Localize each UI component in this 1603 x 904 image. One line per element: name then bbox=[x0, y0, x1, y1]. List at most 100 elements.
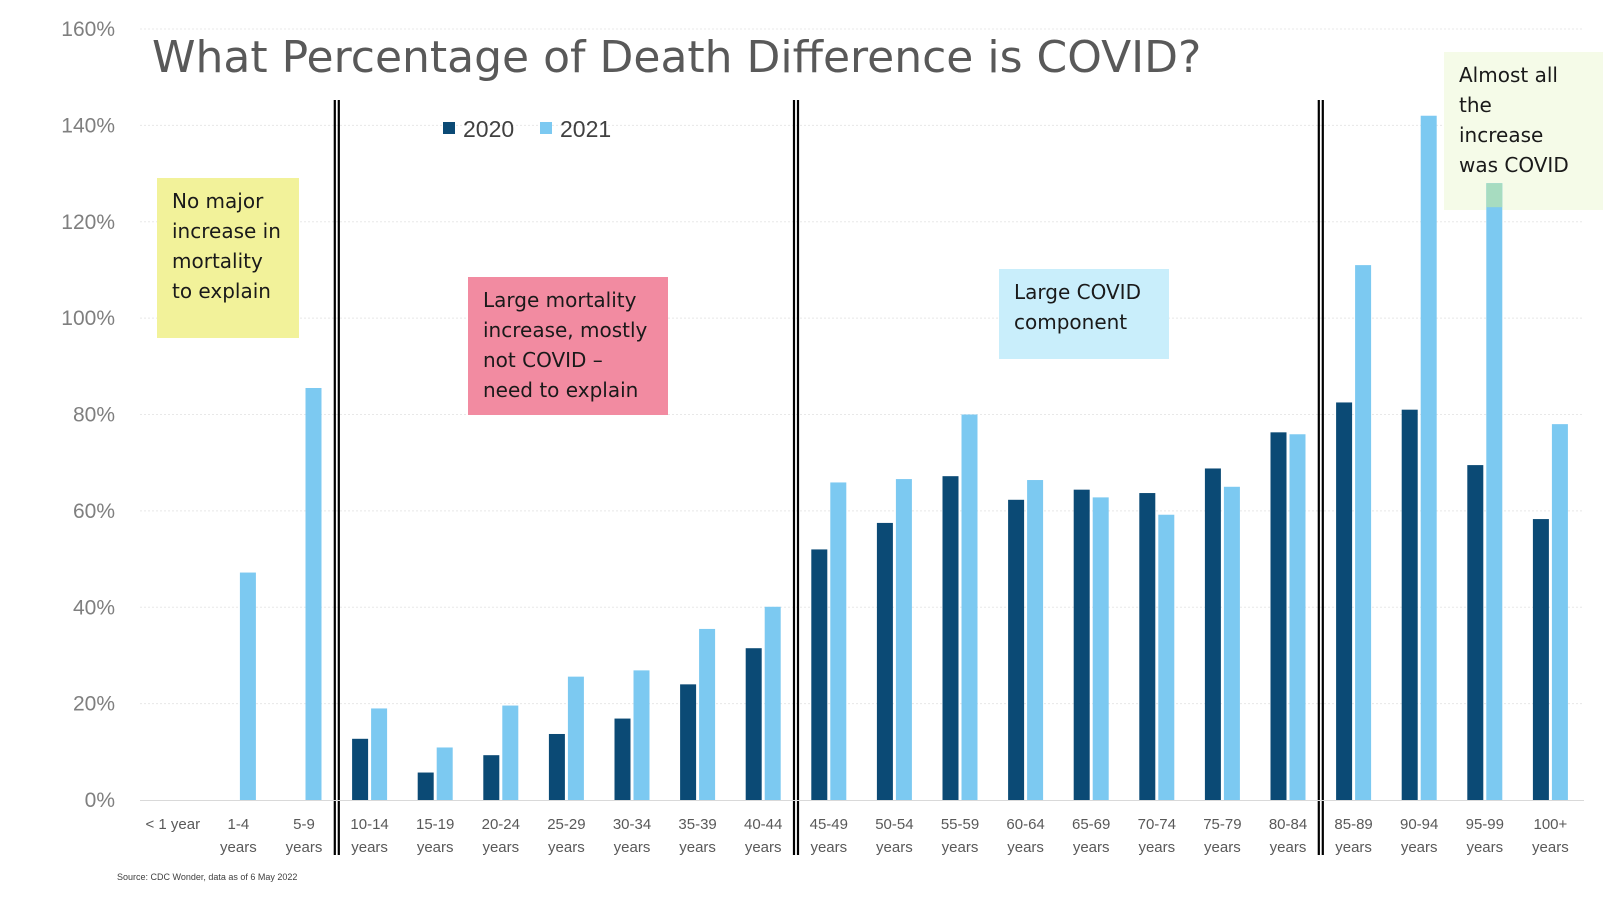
x-tick-label-unit: years bbox=[548, 839, 585, 856]
legend-label-2020: 2020 bbox=[463, 116, 514, 142]
bar-2021 bbox=[567, 676, 584, 800]
x-tick-label-unit: years bbox=[745, 839, 782, 856]
x-tick-label: 55-59 bbox=[941, 816, 979, 833]
annotation-background bbox=[999, 269, 1169, 359]
annotation-text: the bbox=[1459, 93, 1492, 117]
bar-2021 bbox=[895, 479, 912, 800]
y-tick-label: 140% bbox=[61, 114, 115, 137]
bar-2021 bbox=[436, 747, 453, 800]
bar-2020 bbox=[483, 755, 500, 800]
bar-2020 bbox=[1401, 409, 1418, 800]
x-tick-label-unit: years bbox=[482, 839, 519, 856]
bar-2020 bbox=[1139, 493, 1156, 800]
x-tick-label: 10-14 bbox=[350, 816, 388, 833]
bar-2021 bbox=[1551, 424, 1568, 800]
x-tick-label: < 1 year bbox=[145, 816, 200, 833]
bar-2020 bbox=[1467, 465, 1484, 800]
x-tick-label-unit: years bbox=[942, 839, 979, 856]
annotation-text: No major bbox=[172, 189, 264, 213]
bar-2020 bbox=[614, 718, 631, 800]
x-tick-label: 65-69 bbox=[1072, 816, 1110, 833]
bar-2021 bbox=[1289, 434, 1306, 800]
bar-2021 bbox=[1092, 497, 1109, 800]
x-tick-label: 30-34 bbox=[613, 816, 651, 833]
legend-swatch-2021 bbox=[540, 122, 552, 134]
x-tick-label: 100+ bbox=[1534, 816, 1568, 833]
annotation-text: mortality bbox=[172, 249, 263, 273]
x-tick-label-unit: years bbox=[1007, 839, 1044, 856]
bar-2020 bbox=[876, 522, 893, 800]
bar-2021 bbox=[502, 705, 519, 800]
annotation-text: increase in bbox=[172, 219, 281, 243]
x-tick-label: 35-39 bbox=[678, 816, 716, 833]
bar-2021 bbox=[633, 670, 650, 800]
x-tick-label: 60-64 bbox=[1006, 816, 1044, 833]
bar-2020 bbox=[1204, 468, 1221, 800]
annotation-text: Large COVID bbox=[1014, 280, 1141, 304]
x-tick-label-unit: years bbox=[1532, 839, 1569, 856]
bar-2021 bbox=[1486, 183, 1503, 800]
y-tick-label: 100% bbox=[61, 307, 115, 330]
x-tick-label-unit: years bbox=[1138, 839, 1175, 856]
annotation-background bbox=[157, 178, 299, 338]
y-tick-label: 60% bbox=[73, 500, 115, 523]
x-tick-label: 75-79 bbox=[1203, 816, 1241, 833]
bar-2021 bbox=[305, 387, 322, 800]
y-tick-label: 160% bbox=[61, 18, 115, 41]
annotation-box: Large COVID component bbox=[999, 269, 1169, 359]
bar-2020 bbox=[1008, 499, 1025, 800]
y-tick-label: 0% bbox=[85, 789, 115, 812]
x-tick-label: 85-89 bbox=[1334, 816, 1372, 833]
x-tick-label-unit: years bbox=[876, 839, 913, 856]
bar-2021 bbox=[1420, 115, 1437, 801]
legend-swatch-2020 bbox=[443, 122, 455, 134]
bar-2020 bbox=[1532, 519, 1549, 800]
bar-2021 bbox=[1223, 486, 1240, 800]
bar-2020 bbox=[811, 549, 828, 800]
bar-2021 bbox=[764, 606, 781, 800]
x-tick-label: 95-99 bbox=[1466, 816, 1504, 833]
x-tick-label-unit: years bbox=[1401, 839, 1438, 856]
bar-2020 bbox=[548, 733, 565, 800]
bar-2020 bbox=[680, 684, 697, 800]
bar-highlight bbox=[1486, 183, 1503, 208]
bar-2020 bbox=[942, 476, 959, 800]
x-tick-label-unit: years bbox=[220, 839, 257, 856]
x-tick-label-unit: years bbox=[1204, 839, 1241, 856]
annotation-text: Almost all bbox=[1459, 63, 1558, 87]
x-tick-label-unit: years bbox=[1466, 839, 1503, 856]
bar-2020 bbox=[1270, 432, 1287, 800]
x-tick-label-unit: years bbox=[1073, 839, 1110, 856]
x-tick-label: 80-84 bbox=[1269, 816, 1307, 833]
bar-2021 bbox=[830, 482, 847, 800]
y-tick-label: 80% bbox=[73, 404, 115, 427]
annotation-text: component bbox=[1014, 310, 1127, 334]
y-tick-label: 120% bbox=[61, 211, 115, 234]
x-tick-label: 50-54 bbox=[875, 816, 913, 833]
bars bbox=[239, 115, 1568, 801]
annotations: No major increase in mortality to explain La… bbox=[157, 52, 1603, 415]
x-tick-label: 90-94 bbox=[1400, 816, 1438, 833]
x-tick-label: 5-9 bbox=[293, 816, 315, 833]
bar-2020 bbox=[1073, 489, 1090, 800]
bar-2021 bbox=[1355, 265, 1372, 800]
group-separators bbox=[333, 100, 1324, 855]
annotation-background bbox=[468, 277, 668, 415]
bar-2021 bbox=[1027, 480, 1044, 800]
gridlines bbox=[140, 28, 1584, 705]
annotation-text: increase bbox=[1459, 123, 1543, 147]
bar-2021 bbox=[1158, 514, 1175, 800]
x-tick-label-unit: years bbox=[417, 839, 454, 856]
annotation-text: to explain bbox=[172, 279, 271, 303]
x-axis-ticks: < 1 year 1-4 years 5-9 years 10-14 years 15-19 y… bbox=[145, 816, 1568, 856]
x-tick-label: 20-24 bbox=[482, 816, 520, 833]
x-tick-label: 45-49 bbox=[810, 816, 848, 833]
bar-2020 bbox=[417, 772, 434, 800]
bar-2020 bbox=[352, 738, 369, 800]
chart-title: What Percentage of Death Difference is C… bbox=[152, 32, 1201, 83]
bar-2021 bbox=[961, 414, 978, 800]
bar-2021 bbox=[239, 572, 256, 800]
annotation-box: Almost all the increase was COVID bbox=[1444, 52, 1603, 210]
y-tick-label: 40% bbox=[73, 596, 115, 619]
